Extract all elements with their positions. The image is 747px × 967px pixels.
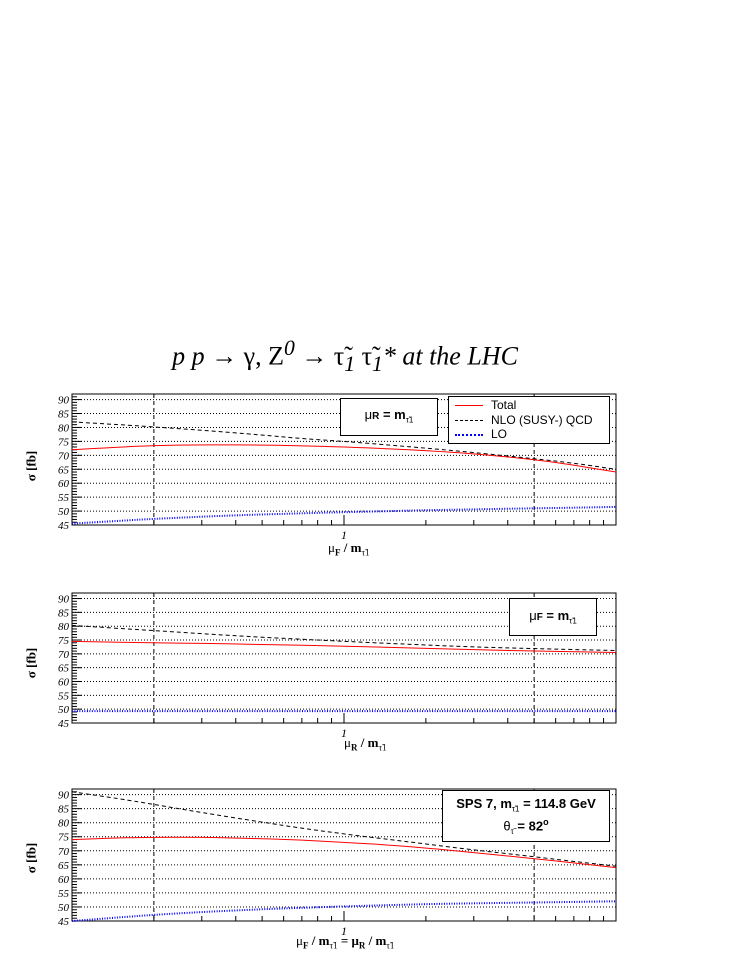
panel3-info-box: SPS 7, mτ̃1 = 114.8 GeV θτ̃ = 82o	[442, 790, 610, 842]
panel3-ylabel: σ [fb]	[23, 842, 39, 874]
panel1-ylabel: σ [fb]	[23, 450, 39, 482]
ytick-label: 45	[58, 718, 70, 730]
ytick-label: 70	[58, 450, 70, 462]
ytick-label: 90	[58, 790, 70, 802]
ytick-label: 60	[58, 478, 70, 490]
series-line-lo	[71, 505, 617, 525]
ytick-label: 75	[58, 436, 70, 448]
ytick-label: 85	[58, 607, 70, 619]
ytick-label: 90	[58, 594, 70, 606]
ytick-label: 75	[58, 635, 70, 647]
panel3-xlabel: μF / mτ̃1 = μR / mτ̃1	[296, 933, 395, 951]
legend: Total NLO (SUSY-) QCD LO	[448, 396, 610, 444]
ytick-label: 60	[58, 677, 70, 689]
xtick-label: 1	[341, 924, 347, 938]
xtick-label: 1	[341, 726, 347, 740]
ytick-label: 55	[58, 492, 70, 504]
ytick-label: 70	[58, 846, 70, 858]
ytick-label: 65	[58, 860, 70, 872]
panel1-info-box: μR = mτ̃1	[340, 398, 438, 436]
ytick-label: 50	[58, 506, 70, 518]
plot-frame	[71, 788, 617, 922]
ytick-label: 70	[58, 649, 70, 661]
panel1-xlabel: μF / mτ̃1	[328, 540, 370, 558]
ytick-label: 65	[58, 663, 70, 675]
series-line-lo	[71, 900, 617, 922]
ytick-label: 65	[58, 464, 70, 476]
series-line-total	[71, 836, 617, 869]
ytick-label: 85	[58, 409, 70, 421]
series-line-nlo-susy-qcd	[71, 791, 617, 867]
ytick-label: 85	[58, 804, 70, 816]
ytick-label: 45	[58, 520, 70, 532]
plot-frame	[71, 592, 617, 724]
xtick-label: 1	[341, 528, 347, 542]
ytick-label: 80	[58, 818, 70, 830]
series-line-total	[71, 640, 617, 653]
ytick-label: 55	[58, 690, 70, 702]
ytick-label: 50	[58, 902, 70, 914]
panel2-xlabel: μR / mτ̃1	[344, 735, 387, 753]
panel2-ylabel: σ [fb]	[23, 647, 39, 679]
plot-frame	[71, 393, 617, 526]
series-line-total	[71, 444, 617, 473]
ytick-label: 80	[58, 621, 70, 633]
ytick-label: 90	[58, 395, 70, 407]
series-line-nlo-susy-qcd	[71, 624, 617, 651]
ytick-label: 50	[58, 704, 70, 716]
ytick-label: 45	[58, 916, 70, 928]
ytick-label: 55	[58, 888, 70, 900]
chart-title: p p → γ, Z0 → τ̃1 τ̃1* at the LHC	[172, 336, 518, 376]
ytick-label: 60	[58, 874, 70, 886]
series-line-nlo-susy-qcd	[71, 421, 617, 470]
panel2-info-box: μF = mτ̃1	[509, 598, 597, 636]
ytick-label: 75	[58, 832, 70, 844]
ytick-label: 80	[58, 422, 70, 434]
